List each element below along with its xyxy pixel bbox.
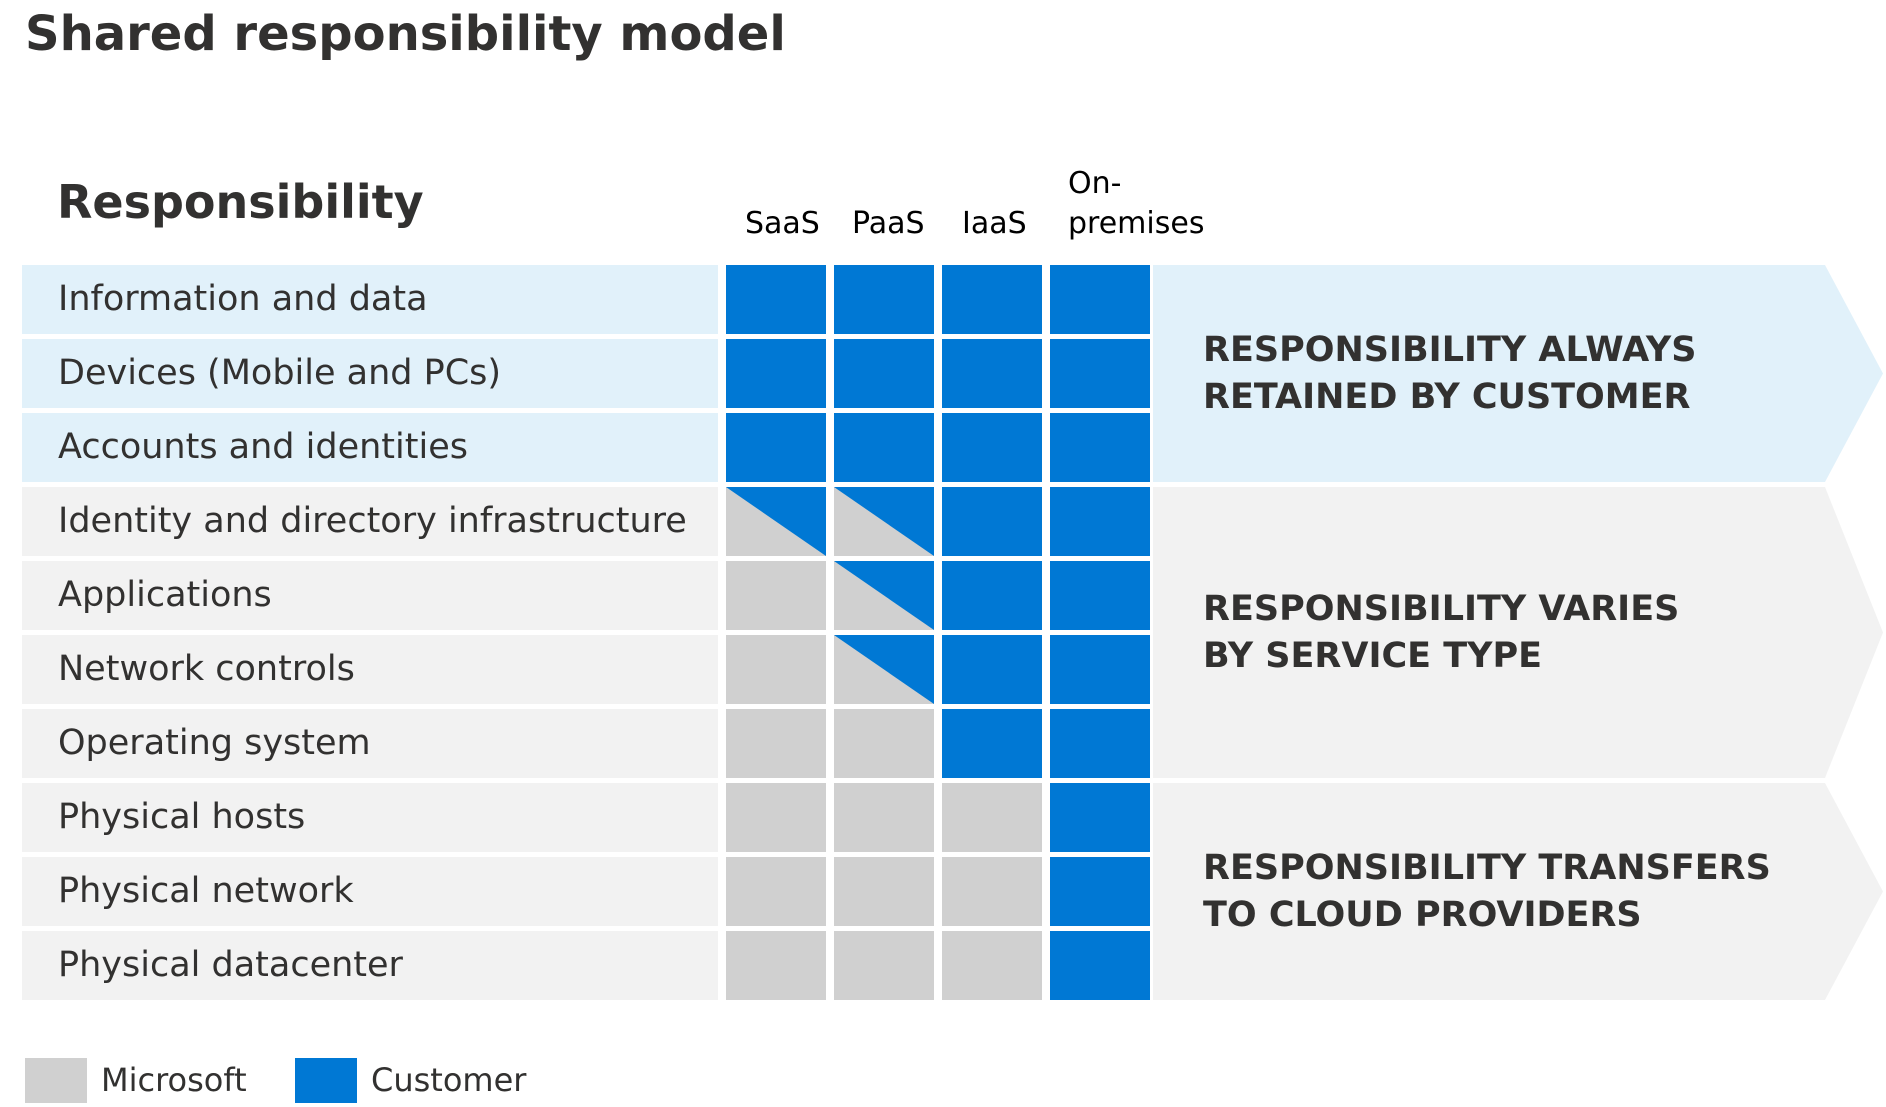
cell-iaas-row-5-customer [942, 561, 1042, 630]
cell-saas-row-1-customer [726, 265, 826, 334]
row-label-devices-mobile-and-pcs: Devices (Mobile and PCs) [22, 339, 718, 408]
cell-onpremises-row-9-customer [1050, 857, 1150, 926]
legend-label-microsoft: Microsoft [101, 1061, 247, 1099]
cell-paas-row-9-microsoft [834, 857, 934, 926]
cell-onpremises-row-4-customer [1050, 487, 1150, 556]
band-always: RESPONSIBILITY ALWAYS RETAINED BY CUSTOME… [1153, 265, 1883, 482]
band-varies-text-line1: RESPONSIBILITY VARIES [1203, 588, 1680, 629]
band-varies-text-line2: BY SERVICE TYPE [1203, 635, 1543, 676]
cell-iaas-row-9-microsoft [942, 857, 1042, 926]
band-varies-chevron [1153, 487, 1883, 778]
cell-paas-row-8-microsoft [834, 783, 934, 852]
cell-iaas-row-10-microsoft [942, 931, 1042, 1000]
cell-saas-row-9-microsoft [726, 857, 826, 926]
cell-onpremises-row-10-customer [1050, 931, 1150, 1000]
cell-saas-row-6-microsoft [726, 635, 826, 704]
cell-paas-row-10-microsoft [834, 931, 934, 1000]
cell-paas-row-2-customer [834, 339, 934, 408]
cell-iaas-row-6-customer [942, 635, 1042, 704]
cell-saas-row-3-customer [726, 413, 826, 482]
cell-saas-row-4-shared [726, 487, 826, 556]
column-header-on-line1: On- [1068, 166, 1122, 201]
column-header-on-line2: premises [1068, 206, 1205, 241]
cell-paas-row-3-customer [834, 413, 934, 482]
cell-saas-row-7-microsoft [726, 709, 826, 778]
cell-iaas-row-8-microsoft [942, 783, 1042, 852]
cell-iaas-row-7-customer [942, 709, 1042, 778]
row-label-physical-datacenter: Physical datacenter [22, 931, 718, 1000]
legend-swatch-microsoft [25, 1058, 87, 1103]
cell-iaas-row-3-customer [942, 413, 1042, 482]
band-transfers-chevron [1153, 783, 1883, 1000]
cell-saas-row-5-microsoft [726, 561, 826, 630]
column-header-iaas: IaaS [962, 206, 1027, 241]
row-label-identity-and-directory-infrastructure: Identity and directory infrastructure [22, 487, 718, 556]
row-label-information-and-data: Information and data [22, 265, 718, 334]
cell-iaas-row-4-customer [942, 487, 1042, 556]
cell-onpremises-row-2-customer [1050, 339, 1150, 408]
band-transfers-text-line1: RESPONSIBILITY TRANSFERS [1203, 847, 1771, 888]
cell-paas-row-1-customer [834, 265, 934, 334]
cell-onpremises-row-1-customer [1050, 265, 1150, 334]
band-always-text-line2: RETAINED BY CUSTOMER [1203, 376, 1691, 417]
row-label-accounts-and-identities: Accounts and identities [22, 413, 718, 482]
cell-onpremises-row-3-customer [1050, 413, 1150, 482]
band-always-text-line1: RESPONSIBILITY ALWAYS [1203, 329, 1697, 370]
row-label-network-controls: Network controls [22, 635, 718, 704]
legend-swatch-customer [295, 1058, 357, 1103]
band-transfers: RESPONSIBILITY TRANSFERS TO CLOUD PROVIDE… [1153, 783, 1883, 1000]
cell-onpremises-row-7-customer [1050, 709, 1150, 778]
column-header-paas: PaaS [852, 206, 925, 241]
cell-saas-row-2-customer [726, 339, 826, 408]
page-title: Shared responsibility model [25, 6, 786, 62]
band-varies: RESPONSIBILITY VARIES BY SERVICE TYPE [1153, 487, 1883, 778]
legend-label-customer: Customer [371, 1061, 527, 1099]
cell-onpremises-row-5-customer [1050, 561, 1150, 630]
cell-paas-row-7-microsoft [834, 709, 934, 778]
column-header-saas: SaaS [745, 206, 820, 241]
row-label-physical-network: Physical network [22, 857, 718, 926]
cell-iaas-row-2-customer [942, 339, 1042, 408]
cell-saas-row-10-microsoft [726, 931, 826, 1000]
row-label-operating-system: Operating system [22, 709, 718, 778]
cell-paas-row-4-shared [834, 487, 934, 556]
responsibility-heading: Responsibility [57, 175, 424, 229]
cell-paas-row-5-shared [834, 561, 934, 630]
cell-saas-row-8-microsoft [726, 783, 826, 852]
row-label-physical-hosts: Physical hosts [22, 783, 718, 852]
cell-onpremises-row-8-customer [1050, 783, 1150, 852]
cell-onpremises-row-6-customer [1050, 635, 1150, 704]
cell-paas-row-6-shared [834, 635, 934, 704]
cell-iaas-row-1-customer [942, 265, 1042, 334]
band-always-chevron [1153, 265, 1883, 482]
row-label-applications: Applications [22, 561, 718, 630]
band-transfers-text-line2: TO CLOUD PROVIDERS [1203, 894, 1642, 935]
